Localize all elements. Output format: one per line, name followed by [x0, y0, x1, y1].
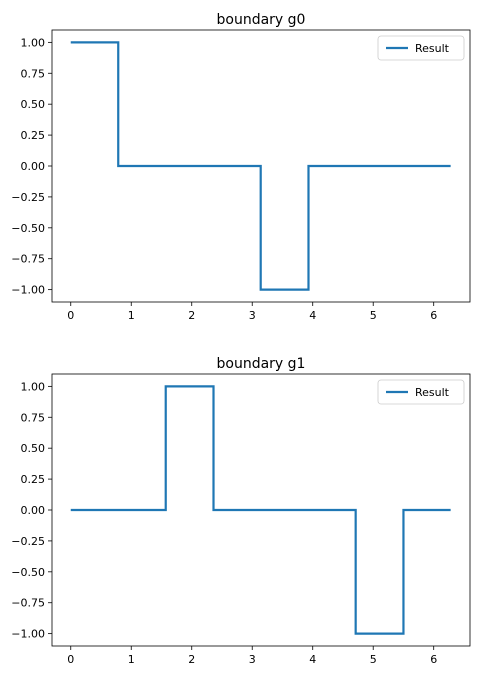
x-tick-label: 3	[249, 653, 256, 666]
y-tick-label: 0.00	[21, 504, 46, 517]
x-tick-label: 0	[67, 309, 74, 322]
y-tick-label: −1.00	[11, 284, 45, 297]
chart-0: boundary g0 0 1 2 3 4 5 6 1.00 0.75 0.50 0.25 0.00 −0…	[11, 12, 470, 322]
x-tick-label: 5	[370, 309, 377, 322]
y-tick-label: −0.50	[11, 566, 45, 579]
x-tick-label: 2	[188, 309, 195, 322]
y-tick-label: −0.75	[11, 597, 45, 610]
y-tick-label: 0.25	[21, 129, 46, 142]
y-tick-label: 0.75	[21, 67, 46, 80]
x-tick-label: 1	[128, 309, 135, 322]
x-tick-label: 1	[128, 653, 135, 666]
legend: Result	[378, 380, 464, 404]
y-tick-label: 0.00	[21, 160, 46, 173]
chart-title: boundary g0	[217, 12, 306, 28]
x-tick-label: 6	[430, 309, 437, 322]
x-tick-label: 4	[309, 309, 316, 322]
legend: Result	[378, 36, 464, 60]
y-tick-label: 0.50	[21, 442, 46, 455]
y-tick-label: −1.00	[11, 628, 45, 641]
series-line-result	[71, 42, 451, 289]
y-tick-label: 0.50	[21, 98, 46, 111]
y-tick-label: 0.75	[21, 411, 46, 424]
y-tick-label: 1.00	[21, 380, 46, 393]
y-tick-label: 1.00	[21, 36, 46, 49]
x-tick-label: 3	[249, 309, 256, 322]
y-tick-label: 0.25	[21, 473, 46, 486]
y-tick-label: −0.75	[11, 253, 45, 266]
x-tick-label: 4	[309, 653, 316, 666]
x-tick-label: 2	[188, 653, 195, 666]
chart-title: boundary g1	[217, 356, 306, 372]
x-tick-label: 6	[430, 653, 437, 666]
x-tick-label: 5	[370, 653, 377, 666]
y-tick-label: −0.50	[11, 222, 45, 235]
legend-label: Result	[415, 42, 450, 55]
series-line-result	[71, 386, 451, 633]
legend-label: Result	[415, 386, 450, 399]
x-tick-label: 0	[67, 653, 74, 666]
y-tick-label: −0.25	[11, 191, 45, 204]
chart-1: boundary g1 0 1 2 3 4 5 6 1.00 0.75 0.50 0.25 0.00 −0…	[11, 356, 470, 666]
y-tick-label: −0.25	[11, 535, 45, 548]
